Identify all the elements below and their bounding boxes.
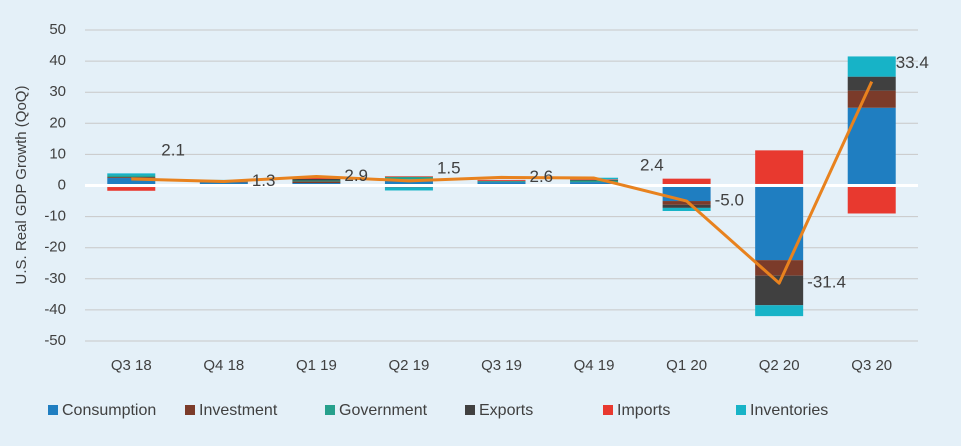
legend-swatch: [325, 405, 335, 415]
bar-segment: [384, 187, 433, 191]
legend-swatch: [48, 405, 58, 415]
bar-segment: [570, 180, 619, 183]
bar-segment: [662, 207, 711, 212]
bar-segment: [847, 107, 896, 186]
bar-segment: [570, 179, 619, 180]
y-tick-label: 40: [49, 52, 66, 69]
x-tick-label: Q2 20: [759, 357, 800, 374]
data-label: 2.9: [344, 166, 368, 185]
bar-segment: [107, 177, 156, 179]
x-tick-label: Q3 18: [111, 357, 152, 374]
y-tick-label: -40: [44, 301, 66, 318]
legend-label: Exports: [479, 402, 533, 419]
bar-segment: [662, 204, 711, 208]
x-tick-label: Q3 19: [481, 357, 522, 374]
y-tick-label: -50: [44, 332, 66, 349]
y-tick-label: 50: [49, 21, 66, 38]
y-tick-label: 0: [58, 176, 66, 193]
bar-segment: [384, 179, 433, 186]
bar-segment: [292, 181, 341, 184]
x-tick-label: Q1 20: [666, 357, 707, 374]
bar-segment: [292, 177, 341, 179]
x-tick-label: Q4 18: [203, 357, 244, 374]
bar-segment: [477, 182, 526, 186]
bar-segment: [755, 305, 804, 317]
bar-segment: [199, 182, 248, 186]
x-tick-label: Q3 20: [851, 357, 892, 374]
legend-label: Government: [339, 402, 428, 419]
bar-segment: [107, 178, 156, 186]
bar-segment: [847, 185, 896, 214]
y-tick-label: 10: [49, 145, 66, 162]
legend-swatch: [603, 405, 613, 415]
legend-label: Investment: [199, 402, 278, 419]
data-label: 2.4: [640, 156, 664, 175]
data-label: 2.1: [161, 140, 185, 159]
bar-segment: [384, 176, 433, 180]
y-axis-label: U.S. Real GDP Growth (QoQ): [13, 86, 30, 285]
bar-segment: [570, 182, 619, 186]
y-tick-label: -20: [44, 239, 66, 256]
data-label: -31.4: [807, 273, 846, 292]
bar-segment: [662, 185, 711, 202]
x-tick-label: Q2 19: [389, 357, 430, 374]
bar-segment: [570, 179, 619, 181]
bar-segment: [662, 178, 711, 185]
y-tick-label: 30: [49, 83, 66, 100]
legend-label: Inventories: [750, 402, 828, 419]
y-tick-label: -30: [44, 270, 66, 287]
bar-segment: [847, 90, 896, 108]
bar-segment: [755, 150, 804, 184]
bar-segment: [292, 178, 341, 181]
bar-segment: [477, 181, 526, 183]
data-label: 1.5: [437, 158, 461, 177]
data-label: 33.4: [896, 53, 929, 72]
bar-segment: [107, 175, 156, 178]
y-tick-label: 20: [49, 114, 66, 131]
bar-segment: [477, 179, 526, 181]
line: [131, 80, 874, 285]
bar-segment: [292, 180, 341, 182]
data-label: 1.3: [252, 171, 276, 190]
x-tick-label: Q1 19: [296, 357, 337, 374]
y-tick-label: -10: [44, 208, 66, 225]
data-label: -5.0: [715, 191, 744, 210]
bar-segment: [384, 176, 433, 177]
legend-swatch: [736, 405, 746, 415]
legend-swatch: [185, 405, 195, 415]
legend-label: Imports: [617, 402, 670, 419]
bar-segment: [107, 173, 156, 176]
legend-label: Consumption: [62, 402, 156, 419]
legend-swatch: [465, 405, 475, 415]
data-label: 2.6: [530, 167, 554, 186]
x-tick-label: Q4 19: [574, 357, 615, 374]
bar-segment: [847, 56, 896, 77]
bar-segment: [107, 187, 156, 191]
